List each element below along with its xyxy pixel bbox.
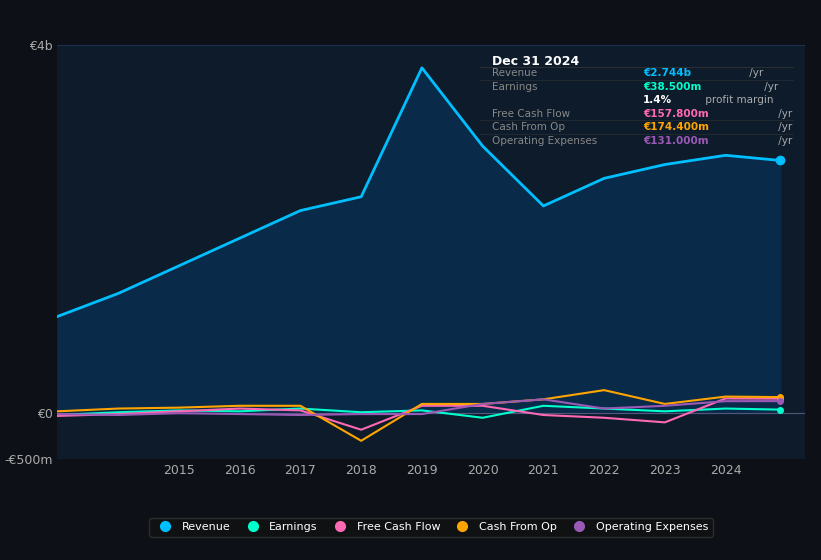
Text: profit margin: profit margin — [702, 95, 773, 105]
Legend: Revenue, Earnings, Free Cash Flow, Cash From Op, Operating Expenses: Revenue, Earnings, Free Cash Flow, Cash … — [149, 517, 713, 536]
Text: /yr: /yr — [776, 136, 793, 146]
Text: Free Cash Flow: Free Cash Flow — [492, 109, 571, 119]
Text: €2.744b: €2.744b — [643, 68, 691, 78]
Text: /yr: /yr — [776, 122, 793, 132]
Text: /yr: /yr — [746, 68, 764, 78]
Text: €38.500m: €38.500m — [643, 82, 701, 92]
Text: Cash From Op: Cash From Op — [492, 122, 565, 132]
Text: Revenue: Revenue — [492, 68, 537, 78]
Text: /yr: /yr — [761, 82, 778, 92]
Text: €131.000m: €131.000m — [643, 136, 709, 146]
Text: Dec 31 2024: Dec 31 2024 — [492, 55, 580, 68]
Text: /yr: /yr — [776, 109, 793, 119]
Text: Earnings: Earnings — [492, 82, 538, 92]
Text: €157.800m: €157.800m — [643, 109, 709, 119]
Text: €174.400m: €174.400m — [643, 122, 709, 132]
Text: 1.4%: 1.4% — [643, 95, 672, 105]
Text: Operating Expenses: Operating Expenses — [492, 136, 598, 146]
